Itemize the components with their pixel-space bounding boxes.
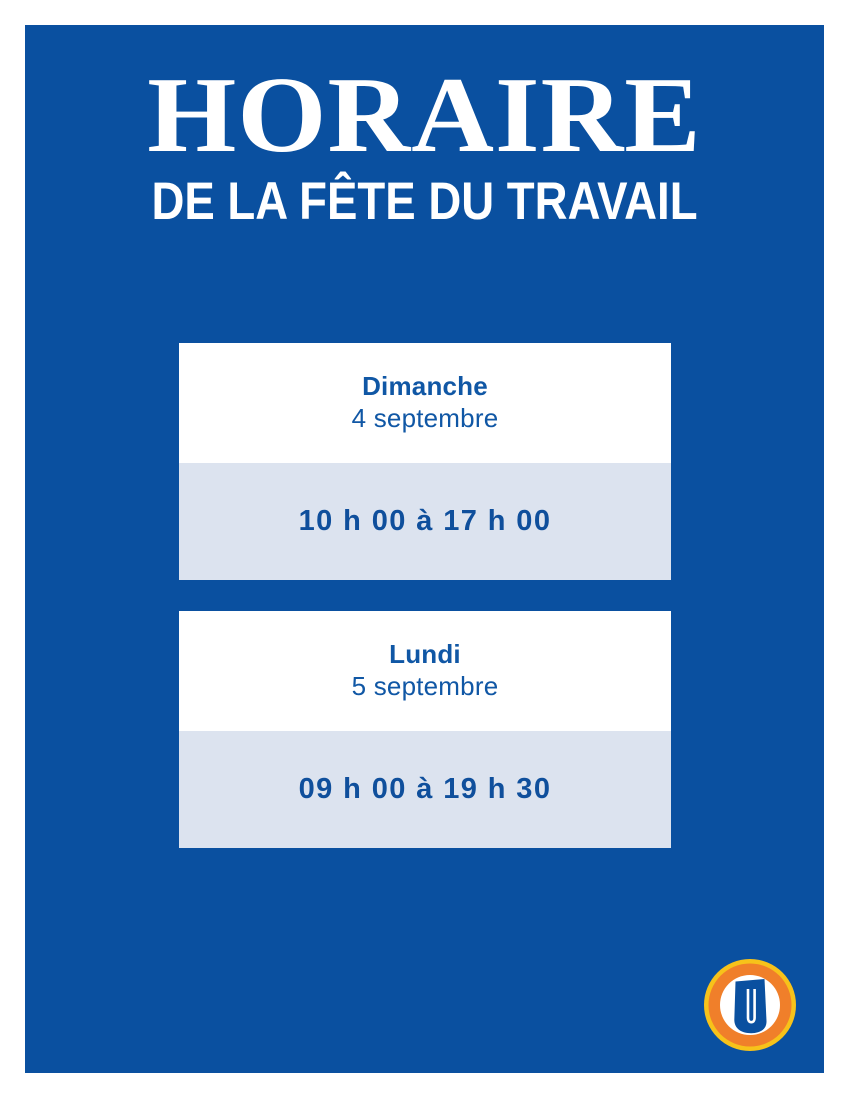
schedule-card-hours: 10 h 00 à 17 h 00 [179, 463, 671, 580]
uniprix-logo-icon [704, 959, 796, 1051]
page-title: HORAIRE [147, 56, 702, 175]
schedule-card-header: Dimanche 4 septembre [179, 343, 671, 463]
schedule-card: Dimanche 4 septembre 10 h 00 à 17 h 00 [179, 343, 671, 580]
schedule-card-header: Lundi 5 septembre [179, 611, 671, 731]
poster-canvas: HORAIRE DE LA FÊTE DU TRAVAIL Dimanche 4… [25, 25, 824, 1073]
schedule-day-label: Dimanche [362, 370, 488, 401]
page-subtitle: DE LA FÊTE DU TRAVAIL [151, 171, 698, 231]
schedule-list: Dimanche 4 septembre 10 h 00 à 17 h 00 L… [179, 343, 671, 879]
schedule-day-label: Lundi [389, 638, 461, 669]
uniprix-logo [703, 958, 797, 1052]
schedule-date-label: 4 septembre [351, 403, 499, 434]
schedule-date-label: 5 septembre [351, 671, 499, 702]
poster-header: HORAIRE DE LA FÊTE DU TRAVAIL [25, 25, 824, 228]
schedule-hours-label: 09 h 00 à 19 h 30 [298, 773, 552, 805]
schedule-card: Lundi 5 septembre 09 h 00 à 19 h 30 [179, 611, 671, 848]
schedule-card-hours: 09 h 00 à 19 h 30 [179, 731, 671, 848]
schedule-hours-label: 10 h 00 à 17 h 00 [298, 505, 552, 537]
